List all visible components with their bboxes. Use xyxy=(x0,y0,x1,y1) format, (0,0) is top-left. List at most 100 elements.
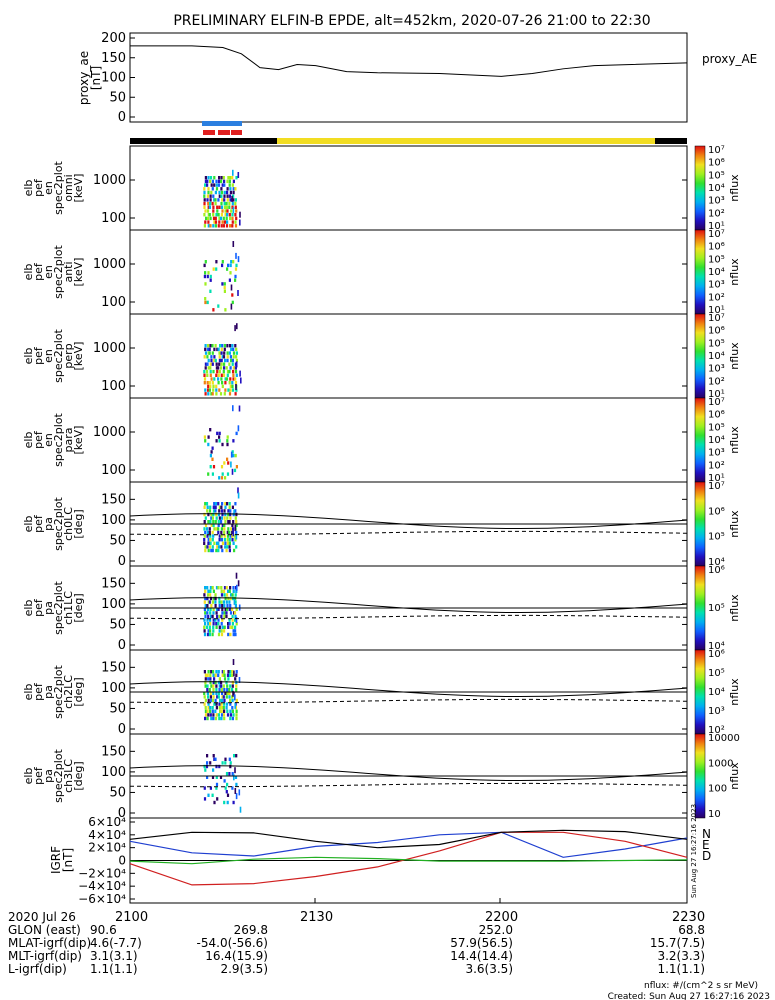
spec-pixel xyxy=(217,366,220,370)
spec-pixel xyxy=(231,450,234,454)
colorbar-tick-label: 10⁵ xyxy=(708,422,725,433)
spec-pixel xyxy=(216,541,219,545)
spec-pixel xyxy=(204,596,207,601)
spec-pixel xyxy=(213,677,216,681)
spec-pixel xyxy=(218,596,221,601)
igrf-ytick-label: 6×10⁴ xyxy=(88,815,126,829)
spec-pixel xyxy=(229,596,232,601)
spec-pixel xyxy=(209,541,212,545)
spec-pixel xyxy=(223,677,227,681)
spec-pixel xyxy=(214,600,217,604)
spec-pixel xyxy=(221,263,224,268)
spec-pixel xyxy=(203,505,206,509)
ephem-row-label: MLAT-igrf(dip) xyxy=(8,936,91,950)
colorbar-tick-label: 10⁵ xyxy=(708,603,725,614)
colorbar-tick-label: 10⁵ xyxy=(708,668,725,679)
spec-pixel xyxy=(227,622,230,626)
spec-pixel xyxy=(234,205,237,209)
spec-pixel xyxy=(224,377,227,381)
spec-pixel xyxy=(231,614,234,619)
colorbar xyxy=(694,733,706,819)
spec-pixel xyxy=(204,709,207,713)
spec-pixel xyxy=(234,366,237,370)
spec-pixel xyxy=(209,179,212,184)
spec-pixel xyxy=(207,541,210,545)
spec-dash xyxy=(230,284,233,291)
colorbar-tick-label: 1000 xyxy=(708,758,733,769)
spec-pixel xyxy=(213,702,216,706)
spec-pixel xyxy=(204,439,207,443)
spec-pixel xyxy=(209,278,212,282)
spec-pixel xyxy=(218,516,221,520)
spec-pixel xyxy=(223,779,226,783)
spec-pixel xyxy=(223,586,227,590)
spec-pixel xyxy=(225,702,229,706)
spec-pixel xyxy=(229,516,232,520)
spec-pixel xyxy=(215,527,218,531)
colorbar-label: nflux xyxy=(728,342,741,370)
spec-pixel xyxy=(223,614,226,619)
spec-pixel xyxy=(223,198,226,202)
spec-dash xyxy=(237,487,239,494)
colorbar-tick-label: 10⁶ xyxy=(708,242,725,253)
spec-pixel xyxy=(217,618,220,622)
spec-pixel xyxy=(207,512,210,517)
spec-pixel xyxy=(206,691,209,695)
spec-pixel xyxy=(215,183,218,187)
spec-pixel xyxy=(215,384,218,389)
spec-pixel xyxy=(209,593,212,597)
spec-pixel xyxy=(229,512,232,517)
proxy-ae-ytick-label: 50 xyxy=(109,90,126,105)
spec-pixel xyxy=(221,384,224,389)
igrf-series-line xyxy=(129,831,688,858)
spec-dash xyxy=(231,468,234,475)
spec-pixel xyxy=(226,472,230,476)
spec-pixel xyxy=(209,428,212,432)
spec-pixel xyxy=(226,351,229,355)
spec-pixel xyxy=(229,263,232,268)
spec-pixel xyxy=(214,505,217,509)
spec-pixel xyxy=(231,670,234,674)
spec-pixel xyxy=(215,213,218,217)
spec-pixel xyxy=(206,347,209,352)
spec-pixel xyxy=(221,355,224,359)
spec-pixel xyxy=(212,209,215,213)
spec-pixel xyxy=(215,392,218,396)
spec-pixel xyxy=(232,520,235,524)
spec-ylabel: ch0LC xyxy=(62,507,75,541)
spec-pixel xyxy=(234,629,237,633)
spec-pixel xyxy=(223,716,226,721)
spec-pixel xyxy=(211,545,214,549)
spec-pixel xyxy=(215,187,219,191)
spec-pixel xyxy=(203,190,206,195)
spec-pixel xyxy=(203,607,206,611)
spec-pixel xyxy=(207,538,210,542)
spec-pixel xyxy=(231,201,234,206)
spec-dash xyxy=(235,616,238,623)
igrf-ylabel: IGRF xyxy=(49,846,63,874)
spec-pixel xyxy=(209,677,212,681)
spec-pixel xyxy=(229,604,232,608)
spec-pixel xyxy=(215,516,218,520)
spec-pixel xyxy=(228,201,231,206)
spec-pixel xyxy=(210,548,213,553)
spec-pixel xyxy=(206,632,210,637)
spec-pixel xyxy=(226,344,229,348)
spec-pixel xyxy=(215,260,218,264)
spec-pixel xyxy=(228,530,231,535)
spec-pixel xyxy=(203,695,206,699)
spec-pixel xyxy=(224,545,227,549)
spec-pixel xyxy=(231,688,234,692)
spec-pixel xyxy=(225,706,228,710)
colorbar xyxy=(694,145,706,231)
spec-pixel xyxy=(215,670,218,674)
spec-pixel xyxy=(203,797,207,801)
spec-pixel xyxy=(228,545,231,549)
spec-pixel xyxy=(225,205,228,209)
spec-pixel xyxy=(234,392,237,396)
spec-pixel xyxy=(223,523,226,527)
spec-pixel xyxy=(203,373,206,377)
units-note: nflux: #/(cm^2 s sr MeV) xyxy=(644,981,758,991)
spec-pixel xyxy=(226,673,230,677)
spec-pixel xyxy=(212,716,215,721)
